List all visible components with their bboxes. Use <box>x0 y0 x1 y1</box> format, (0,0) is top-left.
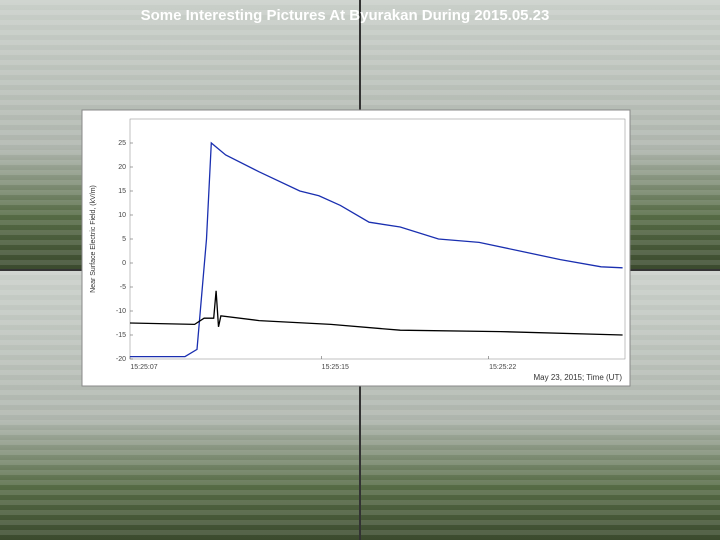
y-tick-label: 0 <box>122 260 126 267</box>
series-line <box>130 141 623 358</box>
slide-title: Some Interesting Pictures At Byurakan Du… <box>141 7 550 24</box>
y-axis-label: Near Surface Electric Field, (kV/m) <box>90 185 97 293</box>
series-line <box>129 290 623 336</box>
y-tick-label: 15 <box>118 188 126 195</box>
x-axis-label: May 23, 2015; Time (UT) <box>534 373 623 382</box>
chart-panel <box>81 109 631 387</box>
y-tick-label: -20 <box>116 356 126 363</box>
y-tick-label: -10 <box>116 308 126 315</box>
y-tick-label: 10 <box>118 212 126 219</box>
y-tick-label: -5 <box>120 284 126 291</box>
y-tick-label: -15 <box>116 332 126 339</box>
x-tick-label: 15:25:07 <box>130 364 157 371</box>
y-tick-label: 5 <box>122 236 126 243</box>
plot: -20 -15 -10 -5 0 5 10 15 20 25 15:25:07 15:25:15 15:… <box>116 140 623 371</box>
x-tick-label: 15:25:15 <box>322 364 349 371</box>
y-tick-label: 20 <box>118 164 126 171</box>
x-tick-label: 15:25:22 <box>489 364 516 371</box>
y-tick-label: 25 <box>118 140 126 147</box>
